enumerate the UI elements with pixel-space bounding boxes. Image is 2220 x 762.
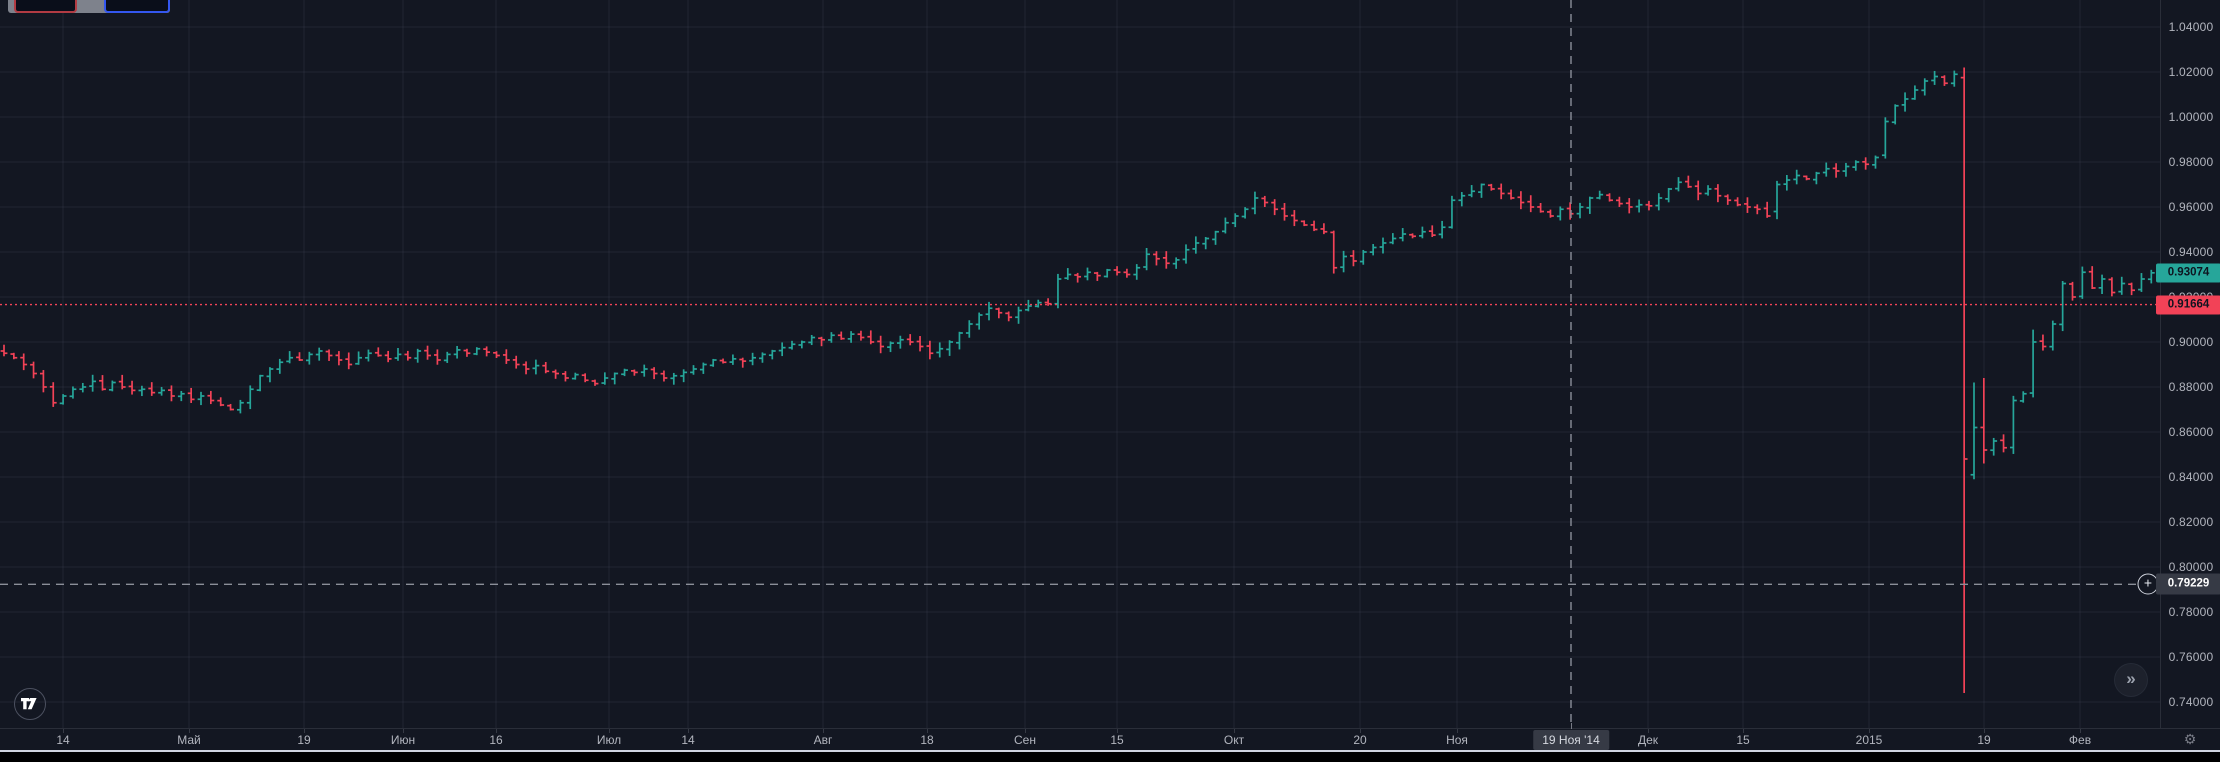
time-axis-tick — [927, 729, 928, 733]
time-axis-label: Фев — [2068, 733, 2092, 747]
time-axis[interactable]: 14 Май 19 Июн 16 Июл 14 Авг 18 Сен 15 Окт 20 Ноя Дек 15… — [0, 723, 2220, 751]
price-axis-label: 0.82000 — [2168, 515, 2214, 529]
time-axis-label: 16 — [489, 733, 503, 747]
time-axis-tick — [1457, 729, 1458, 733]
price-axis-label: 0.90000 — [2168, 335, 2214, 349]
price-axis-label: 1.04000 — [2168, 20, 2214, 34]
time-axis-tick — [1648, 729, 1649, 733]
price-axis-label: 0.94000 — [2168, 245, 2214, 259]
ohlc-chart — [0, 0, 2160, 728]
time-axis-label: 15 — [1736, 733, 1750, 747]
time-axis-tick — [403, 729, 404, 733]
time-axis-tick — [688, 729, 689, 733]
time-axis-tick — [304, 729, 305, 733]
time-axis-label: Июн — [390, 733, 416, 747]
time-axis-label: Авг — [813, 733, 833, 747]
time-axis-tick — [1234, 729, 1235, 733]
cutoff-blue-button[interactable] — [104, 0, 170, 13]
time-axis-tick — [609, 729, 610, 733]
time-axis-label: 15 — [1110, 733, 1124, 747]
price-axis-label: 0.88000 — [2168, 380, 2214, 394]
time-axis-label: Май — [177, 733, 201, 747]
cutoff-red-button[interactable] — [14, 0, 77, 13]
price-axis-label: 1.02000 — [2168, 65, 2214, 79]
time-axis-tick — [1025, 729, 1026, 733]
price-axis-label: 0.74000 — [2168, 695, 2214, 709]
time-axis-label: 19 — [1977, 733, 1991, 747]
tradingview-logo[interactable] — [14, 688, 46, 720]
crosshair-date-tick — [1571, 723, 1572, 729]
scroll-right-button[interactable]: » — [2115, 664, 2147, 696]
time-axis-label: Окт — [1223, 733, 1245, 747]
time-axis-label: 19 — [297, 733, 311, 747]
crosshair-price-badge: 0.79229 — [2156, 573, 2220, 595]
cutoff-dialog-fragment — [8, 0, 170, 13]
price-axis-label: 0.98000 — [2168, 155, 2214, 169]
price-axis[interactable]: 1.04000 1.02000 1.00000 0.98000 0.96000 0.940… — [2156, 0, 2220, 750]
time-axis-tick — [1869, 729, 1870, 733]
price-axis-label: 0.80000 — [2168, 560, 2214, 574]
time-axis-tick — [2080, 729, 2081, 733]
gear-icon[interactable]: ⚙ — [2183, 731, 2197, 747]
time-axis-tick — [496, 729, 497, 733]
time-axis-tick — [823, 729, 824, 733]
last-price-badge: 0.93074 — [2156, 263, 2220, 283]
time-axis-label: 18 — [920, 733, 934, 747]
time-axis-tick — [63, 729, 64, 733]
price-axis-label: 1.00000 — [2168, 110, 2214, 124]
time-axis-label: Сен — [1014, 733, 1036, 747]
crosshair-date-badge: 19 Ноя '14 — [1533, 730, 1609, 750]
price-axis-label: 0.84000 — [2168, 470, 2214, 484]
price-axis-label: 0.76000 — [2168, 650, 2214, 664]
time-axis-label: Дек — [1637, 733, 1659, 747]
price-axis-label: 0.86000 — [2168, 425, 2214, 439]
bottom-black-strip — [0, 752, 2220, 762]
price-axis-label: 0.78000 — [2168, 605, 2214, 619]
time-axis-label: Июл — [596, 733, 622, 747]
time-axis-tick — [1117, 729, 1118, 733]
time-axis-tick — [189, 729, 190, 733]
time-axis-label: 20 — [1353, 733, 1367, 747]
time-axis-label: 2015 — [1855, 733, 1883, 747]
price-axis-label: 0.96000 — [2168, 200, 2214, 214]
level-price-badge: 0.91664 — [2156, 295, 2220, 315]
time-axis-label: 14 — [56, 733, 70, 747]
time-axis-label: Ноя — [1446, 733, 1468, 747]
tradingview-logo-icon — [21, 698, 37, 710]
time-axis-tick — [1743, 729, 1744, 733]
time-axis-tick — [1360, 729, 1361, 733]
time-axis-tick — [1984, 729, 1985, 733]
time-axis-label: 14 — [681, 733, 695, 747]
chart-canvas[interactable]: + » — [0, 0, 2160, 728]
bottom-edge-line — [0, 750, 2220, 752]
